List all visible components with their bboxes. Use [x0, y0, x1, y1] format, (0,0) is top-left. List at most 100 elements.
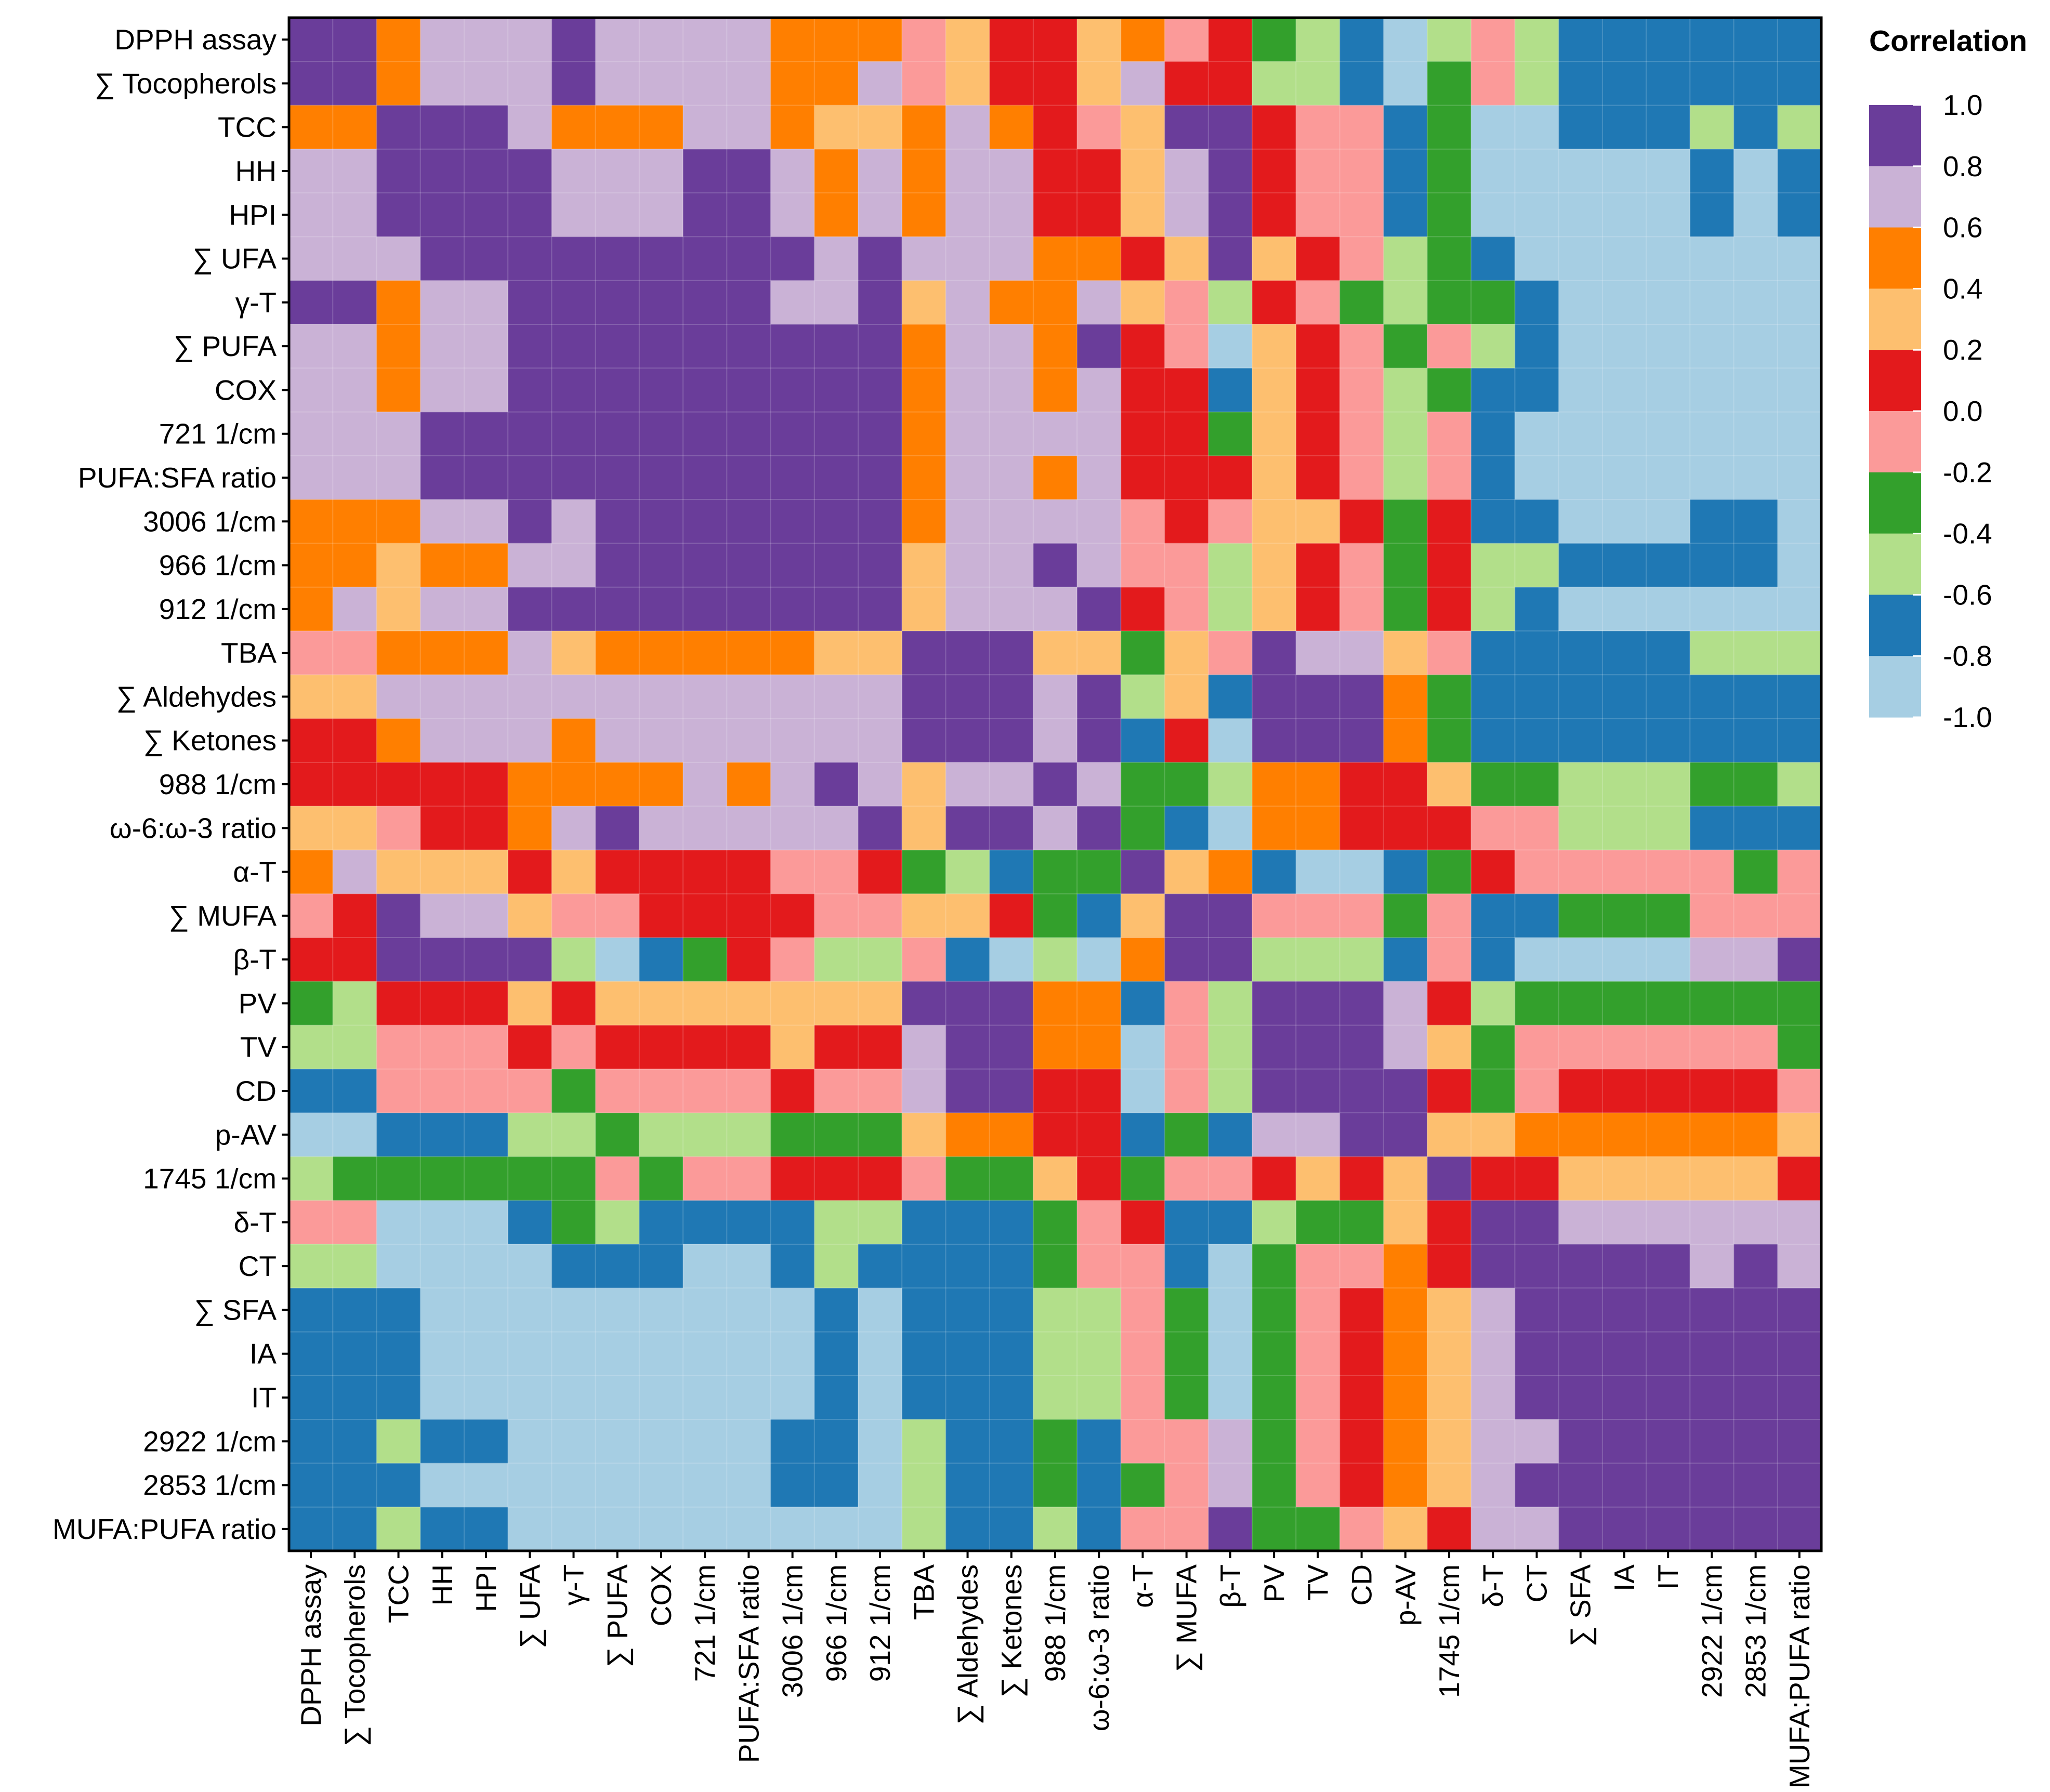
- heatmap-cell: PV × ∑ UFA: [508, 981, 552, 1026]
- heatmap-cell: ∑ UFA × 912 1/cm: [858, 236, 902, 281]
- heatmap-cell: 966 1/cm × IT: [1646, 543, 1690, 588]
- heatmap-cell: ∑ Aldehydes × β-T: [1208, 675, 1253, 719]
- heatmap-cell: MUFA:PUFA ratio × 988 1/cm: [1033, 1507, 1077, 1551]
- heatmap-cell: DPPH assay × 912 1/cm: [858, 18, 902, 62]
- heatmap-cell: ∑ MUFA × 988 1/cm: [1033, 893, 1077, 938]
- heatmap-cell: HH × HH: [420, 149, 465, 193]
- heatmap-cell: ∑ Tocopherols × 3006 1/cm: [770, 61, 815, 106]
- heatmap-cell: CD × ∑ Aldehydes: [945, 1069, 990, 1113]
- heatmap-cell: 2853 1/cm × 3006 1/cm: [770, 1463, 815, 1508]
- heatmap-cell: DPPH assay × ∑ SFA: [1558, 18, 1603, 62]
- column-label: IT: [1652, 1564, 1684, 1590]
- heatmap-cell: 966 1/cm × 3006 1/cm: [770, 543, 815, 588]
- heatmap-cell: TBA × HPI: [464, 631, 508, 675]
- heatmap-cell: ω-6:ω-3 ratio × ∑ UFA: [508, 806, 552, 851]
- heatmap-cell: γ-T × 3006 1/cm: [770, 280, 815, 325]
- heatmap-cell: 3006 1/cm × 3006 1/cm: [770, 499, 815, 544]
- row-label: TCC: [218, 111, 277, 143]
- heatmap-cell: 988 1/cm × MUFA:PUFA ratio: [1777, 762, 1822, 807]
- heatmap-cell: ∑ UFA × ∑ UFA: [508, 236, 552, 281]
- heatmap-cell: 988 1/cm × PUFA:SFA ratio: [727, 762, 771, 807]
- heatmap-cell: ∑ SFA × ∑ MUFA: [1164, 1288, 1209, 1333]
- heatmap-cell: 721 1/cm × 988 1/cm: [1033, 412, 1077, 456]
- heatmap-cell: TCC × ∑ UFA: [508, 105, 552, 150]
- heatmap-cell: PUFA:SFA ratio × IT: [1646, 455, 1690, 500]
- heatmap-cell: CT × DPPH assay: [289, 1244, 333, 1288]
- heatmap-cell: 2922 1/cm × δ-T: [1471, 1419, 1515, 1464]
- heatmap-cell: ∑ Tocopherols × 988 1/cm: [1033, 61, 1077, 106]
- heatmap-cell: 912 1/cm × HH: [420, 587, 465, 631]
- heatmap-cell: COX × 3006 1/cm: [770, 368, 815, 413]
- heatmap-cell: ∑ Ketones × β-T: [1208, 718, 1253, 763]
- heatmap-cell: TV × TCC: [376, 1025, 421, 1070]
- heatmap-cell: IA × p-AV: [1383, 1332, 1428, 1376]
- heatmap-cell: ω-6:ω-3 ratio × α-T: [1121, 806, 1165, 851]
- heatmap-cell: TBA × 988 1/cm: [1033, 631, 1077, 675]
- heatmap-cell: ∑ SFA × ∑ Ketones: [989, 1288, 1034, 1333]
- heatmap-cell: ω-6:ω-3 ratio × 988 1/cm: [1033, 806, 1077, 851]
- heatmap-cell: 1745 1/cm × MUFA:PUFA ratio: [1777, 1156, 1822, 1201]
- heatmap-cell: 3006 1/cm × IT: [1646, 499, 1690, 544]
- heatmap-cell: ω-6:ω-3 ratio × TV: [1296, 806, 1341, 851]
- heatmap-cell: TCC × TCC: [376, 105, 421, 150]
- heatmap-cell: ω-6:ω-3 ratio × IT: [1646, 806, 1690, 851]
- heatmap-cell: ∑ MUFA × TV: [1296, 893, 1341, 938]
- heatmap-cell: β-T × β-T: [1208, 938, 1253, 982]
- heatmap-cell: HPI × γ-T: [551, 193, 596, 238]
- heatmap-cell: PV × IT: [1646, 981, 1690, 1026]
- legend-color-bin: [1869, 105, 1921, 167]
- heatmap-cell: β-T × p-AV: [1383, 938, 1428, 982]
- heatmap-cell: TV × ω-6:ω-3 ratio: [1077, 1025, 1121, 1070]
- heatmap-cell: 2922 1/cm × ∑ PUFA: [595, 1419, 640, 1464]
- heatmap-cell: ∑ PUFA × CT: [1515, 324, 1559, 368]
- heatmap-cell: ∑ Aldehydes × p-AV: [1383, 675, 1428, 719]
- heatmap-cell: 966 1/cm × 912 1/cm: [858, 543, 902, 588]
- row-label: PV: [239, 987, 277, 1019]
- heatmap-cell: 3006 1/cm × PV: [1252, 499, 1296, 544]
- heatmap-cell: 2853 1/cm × PV: [1252, 1463, 1296, 1508]
- heatmap-cell: ∑ SFA × IT: [1646, 1288, 1690, 1333]
- heatmap-cell: α-T × TCC: [376, 850, 421, 894]
- heatmap-cell: β-T × 966 1/cm: [814, 938, 859, 982]
- heatmap-cell: γ-T × 2922 1/cm: [1690, 280, 1734, 325]
- heatmap-cell: CD × HPI: [464, 1069, 508, 1113]
- heatmap-cell: TV × COX: [639, 1025, 684, 1070]
- heatmap-cell: 912 1/cm × 721 1/cm: [683, 587, 727, 631]
- heatmap-cell: CD × COX: [639, 1069, 684, 1113]
- heatmap-cell: ω-6:ω-3 ratio × PV: [1252, 806, 1296, 851]
- heatmap-cell: DPPH assay × TCC: [376, 18, 421, 62]
- heatmap-cell: 912 1/cm × ∑ Aldehydes: [945, 587, 990, 631]
- heatmap-cell: ∑ MUFA × CT: [1515, 893, 1559, 938]
- heatmap-cell: 912 1/cm × 2853 1/cm: [1733, 587, 1778, 631]
- heatmap-cell: PV × PUFA:SFA ratio: [727, 981, 771, 1026]
- heatmap-cell: ∑ PUFA × ∑ UFA: [508, 324, 552, 368]
- heatmap-cell: HPI × CT: [1515, 193, 1559, 238]
- heatmap-cell: β-T × 3006 1/cm: [770, 938, 815, 982]
- heatmap-cell: ∑ Ketones × γ-T: [551, 718, 596, 763]
- row-label: PUFA:SFA ratio: [78, 462, 277, 494]
- heatmap-cell: TCC × 1745 1/cm: [1427, 105, 1471, 150]
- heatmap-cell: α-T × HH: [420, 850, 465, 894]
- heatmap-cell: ∑ Tocopherols × 1745 1/cm: [1427, 61, 1471, 106]
- heatmap-cell: 912 1/cm × ∑ MUFA: [1164, 587, 1209, 631]
- heatmap-cell: CT × 2922 1/cm: [1690, 1244, 1734, 1288]
- heatmap-cell: HPI × 966 1/cm: [814, 193, 859, 238]
- heatmap-cell: 2853 1/cm × HH: [420, 1463, 465, 1508]
- heatmap-cell: TV × 3006 1/cm: [770, 1025, 815, 1070]
- heatmap-cell: TBA × ∑ UFA: [508, 631, 552, 675]
- heatmap-cell: IA × ∑ UFA: [508, 1332, 552, 1376]
- heatmap-cell: 2922 1/cm × 912 1/cm: [858, 1419, 902, 1464]
- heatmap-cell: CD × ω-6:ω-3 ratio: [1077, 1069, 1121, 1113]
- heatmap-cell: γ-T × PV: [1252, 280, 1296, 325]
- heatmap-cell: MUFA:PUFA ratio × HH: [420, 1507, 465, 1551]
- heatmap-cell: HH × IT: [1646, 149, 1690, 193]
- heatmap-cell: ∑ Tocopherols × IA: [1602, 61, 1647, 106]
- row-label: ∑ Aldehydes: [116, 680, 277, 713]
- heatmap-cell: β-T × TV: [1296, 938, 1341, 982]
- heatmap-cell: 912 1/cm × MUFA:PUFA ratio: [1777, 587, 1822, 631]
- heatmap-cell: TBA × HH: [420, 631, 465, 675]
- heatmap-cell: α-T × 2922 1/cm: [1690, 850, 1734, 894]
- heatmap-cell: HPI × TV: [1296, 193, 1341, 238]
- heatmap-cell: COX × TCC: [376, 368, 421, 413]
- heatmap-cell: 1745 1/cm × ω-6:ω-3 ratio: [1077, 1156, 1121, 1201]
